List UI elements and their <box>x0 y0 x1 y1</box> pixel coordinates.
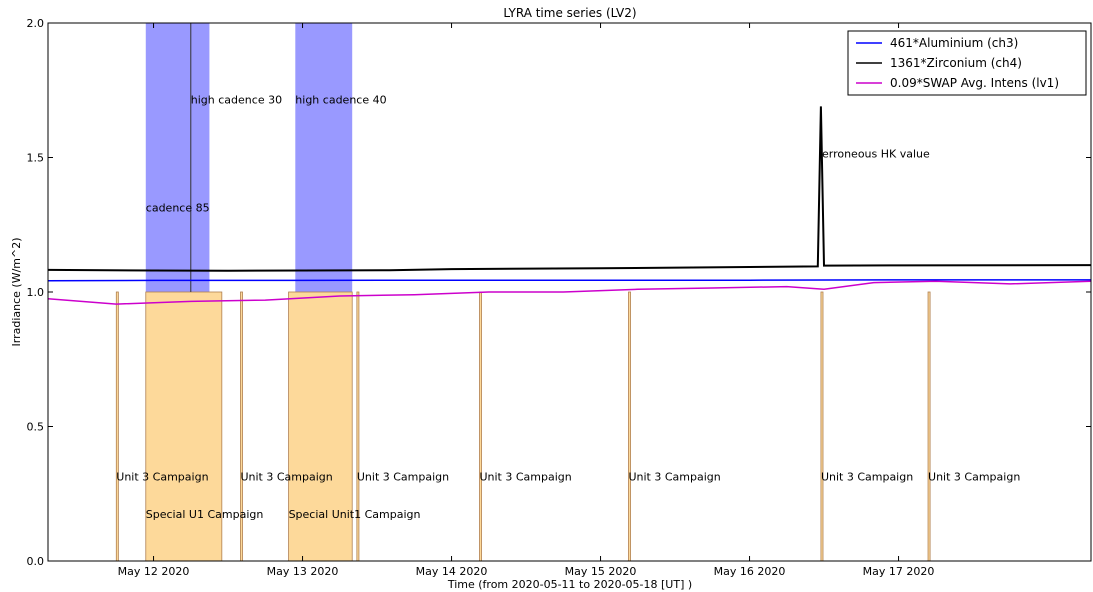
annotation-9: Unit 3 Campaign <box>821 470 913 483</box>
annotation-2: cadence 85 <box>146 201 210 214</box>
spans-layer <box>115 23 931 561</box>
y-tick-label-0: 0.0 <box>27 555 45 568</box>
annotation-7: Unit 3 Campaign <box>479 470 571 483</box>
y-axis-label: Irradiance (W/m^2) <box>10 238 23 347</box>
x-tick-label-4: May 16 2020 <box>714 565 786 578</box>
y-tick-label-3: 1.5 <box>27 152 45 165</box>
annotation-1: high cadence 40 <box>295 94 386 107</box>
campaign-span-6 <box>356 291 360 561</box>
x-axis-label: Time (from 2020-05-11 to 2020-05-18 [UT]… <box>447 578 692 591</box>
y-tick-label-1: 0.5 <box>27 421 45 434</box>
x-tick-label-0: May 12 2020 <box>118 565 190 578</box>
campaign-span-3 <box>145 291 223 561</box>
annotation-11: Special U1 Campaign <box>146 508 264 521</box>
legend-box <box>847 30 1087 96</box>
annotation-8: Unit 3 Campaign <box>628 470 720 483</box>
legend-label-0: 461*Aluminium (ch3) <box>890 36 1018 50</box>
annotations-layer: high cadence 30 high cadence 40 cadence 85… <box>116 94 1020 521</box>
annotation-3: erroneous HK value <box>822 148 930 161</box>
cadence-span-0 <box>145 23 210 292</box>
campaign-span-9 <box>820 291 824 561</box>
annotation-4: Unit 3 Campaign <box>116 470 208 483</box>
annotation-5: Unit 3 Campaign <box>240 470 332 483</box>
campaign-span-7 <box>479 291 482 561</box>
y-tick-label-4: 2.0 <box>27 17 45 30</box>
y-tick-label-2: 1.0 <box>27 286 45 299</box>
axes-layer: 0.0 0.5 1.0 1.5 2.0 May 12 2020 May 13 2020 May… <box>27 17 1091 578</box>
x-tick-label-2: May 14 2020 <box>416 565 488 578</box>
series-layer <box>48 106 1091 305</box>
cadence-span-1 <box>295 23 353 292</box>
x-tick-label-3: May 15 2020 <box>565 565 637 578</box>
campaign-span-2 <box>115 291 119 561</box>
annotation-12: Special Unit1 Campaign <box>289 508 421 521</box>
x-tick-label-5: May 17 2020 <box>863 565 935 578</box>
legend: 461*Aluminium (ch3) 1361*Zirconium (ch4) 0… <box>847 30 1087 96</box>
legend-label-2: 0.09*SWAP Avg. Intens (lv1) <box>890 76 1059 90</box>
campaign-span-4 <box>240 291 243 561</box>
series-line-1 <box>48 106 1091 272</box>
campaign-span-8 <box>628 291 631 561</box>
annotation-6: Unit 3 Campaign <box>357 470 449 483</box>
campaign-span-10 <box>927 291 931 561</box>
series-line-0 <box>48 279 1091 282</box>
chart-title: LYRA time series (LV2) <box>503 6 636 20</box>
campaign-span-5 <box>288 291 353 561</box>
series-line-2 <box>48 280 1091 305</box>
legend-label-1: 1361*Zirconium (ch4) <box>890 56 1022 70</box>
annotation-10: Unit 3 Campaign <box>928 470 1020 483</box>
annotation-0: high cadence 30 <box>191 94 282 107</box>
x-tick-label-1: May 13 2020 <box>267 565 339 578</box>
